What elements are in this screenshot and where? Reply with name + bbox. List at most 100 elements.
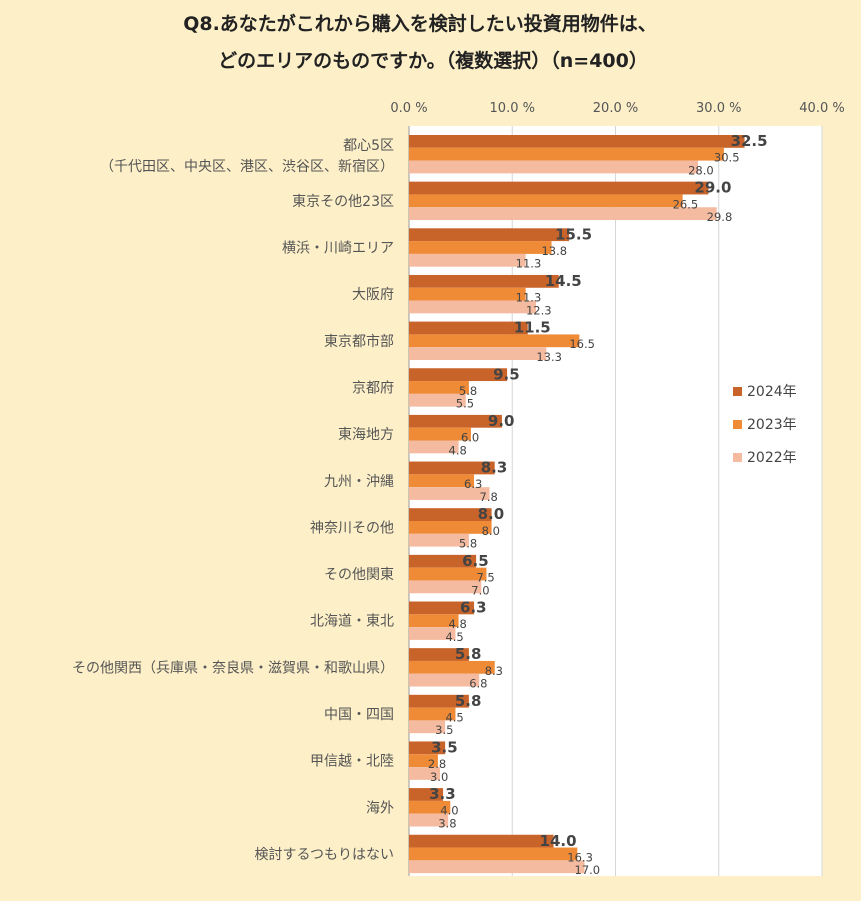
bar [409,614,459,628]
data-label: 4.8 [449,443,467,457]
data-label: 26.5 [673,197,699,211]
chart-title-line1: Q8.あなたがこれから購入を検討したい投資用物件は、 [183,12,657,35]
data-label: 4.8 [449,617,467,631]
category-label: 都心5区 [343,138,394,154]
category-label: 大阪府 [352,287,394,303]
category-label: 東京その他23区 [292,194,394,210]
data-label: 14.5 [545,272,582,290]
bar [409,414,502,428]
category-label: 北海道・東北 [310,614,394,630]
bar [409,207,717,221]
category-label: 神奈川その他 [310,520,394,536]
data-label: 13.3 [536,350,562,364]
x-tick-label: 30.0 % [696,101,741,116]
data-label: 6.0 [461,431,479,445]
category-label: 横浜・川崎エリア [282,241,394,257]
data-label: 5.8 [455,692,482,710]
category-label: 甲信越・北陸 [310,754,394,770]
bar [409,228,570,242]
data-label: 2.8 [428,757,446,771]
bar [409,533,469,547]
bar [409,754,438,768]
category-label: 京都府 [352,380,394,396]
bar [409,601,475,615]
bar [409,767,440,780]
legend-swatch [733,420,742,429]
bar [409,847,578,861]
x-tick-label: 40.0 % [799,101,844,116]
data-label: 29.8 [707,210,733,224]
bar [409,800,451,814]
data-label: 3.5 [435,723,453,737]
data-label: 16.3 [567,850,593,864]
data-label: 29.0 [694,179,731,197]
data-label: 28.0 [688,163,714,177]
data-label: 5.8 [459,384,477,398]
data-label: 17.0 [575,863,601,877]
chart-title-line2: どのエリアのものですか。（複数選択）（n=400） [218,49,648,72]
bar [409,487,490,500]
bar [409,673,480,687]
data-label: 8.3 [481,459,508,477]
data-label: 11.3 [516,257,542,271]
data-labels: 32.530.528.029.026.529.815.513.811.314.5… [428,132,768,877]
data-label: 4.5 [445,630,463,644]
legend: 2024年 2023年 2022年 [733,384,797,466]
data-label: 6.3 [464,477,482,491]
bar [409,834,554,848]
bar [409,147,724,161]
data-label: 9.5 [493,365,520,383]
data-label: 6.8 [469,677,487,691]
data-label: 3.3 [429,785,456,803]
bar [409,694,469,708]
bar [409,287,526,301]
data-label: 7.8 [480,490,498,504]
category-label: その他関東 [324,567,394,583]
category-label: 東海地方 [338,427,394,443]
x-tick-label: 20.0 % [593,101,638,116]
bar [409,648,469,661]
x-axis-ticks: 0.0 % 10.0 % 20.0 % 30.0 % 40.0 % [390,101,844,116]
data-label: 6.5 [462,552,489,570]
bar [409,707,456,721]
bar [409,160,699,174]
data-label: 5.8 [459,537,477,551]
data-label: 4.0 [440,804,458,818]
category-label: その他関西（兵庫県・奈良県・滋賀県・和歌山県） [72,659,394,676]
legend-swatch [733,453,742,462]
bar [409,860,585,874]
data-label: 3.5 [431,738,458,756]
data-label: 6.3 [460,599,487,617]
data-label: 9.0 [488,412,515,430]
bar [409,741,446,755]
data-label: 3.8 [438,817,456,831]
data-label: 4.5 [445,710,463,724]
bar [409,181,709,195]
bar [409,135,745,148]
bar [409,368,508,382]
data-label: 13.8 [541,244,567,258]
bar [409,580,482,594]
data-label: 5.8 [455,645,482,663]
data-label: 5.5 [456,397,474,411]
data-label: 7.0 [471,583,489,597]
legend-label: 2022年 [747,450,797,466]
data-label: 16.5 [569,337,595,351]
data-label: 32.5 [731,132,768,150]
bar [409,321,528,335]
bar [409,393,466,407]
bar [409,253,526,267]
bar [409,334,580,348]
bar [409,474,475,488]
legend-label: 2024年 [747,384,797,400]
bar [409,813,449,827]
data-label: 12.3 [526,303,552,317]
legend-label: 2023年 [747,417,797,433]
bar [409,461,495,475]
bar [409,788,444,801]
bar [409,347,547,360]
category-label: 中国・四国 [324,707,394,723]
data-label: 8.0 [478,505,505,523]
bar [409,440,459,454]
bar [409,627,456,640]
